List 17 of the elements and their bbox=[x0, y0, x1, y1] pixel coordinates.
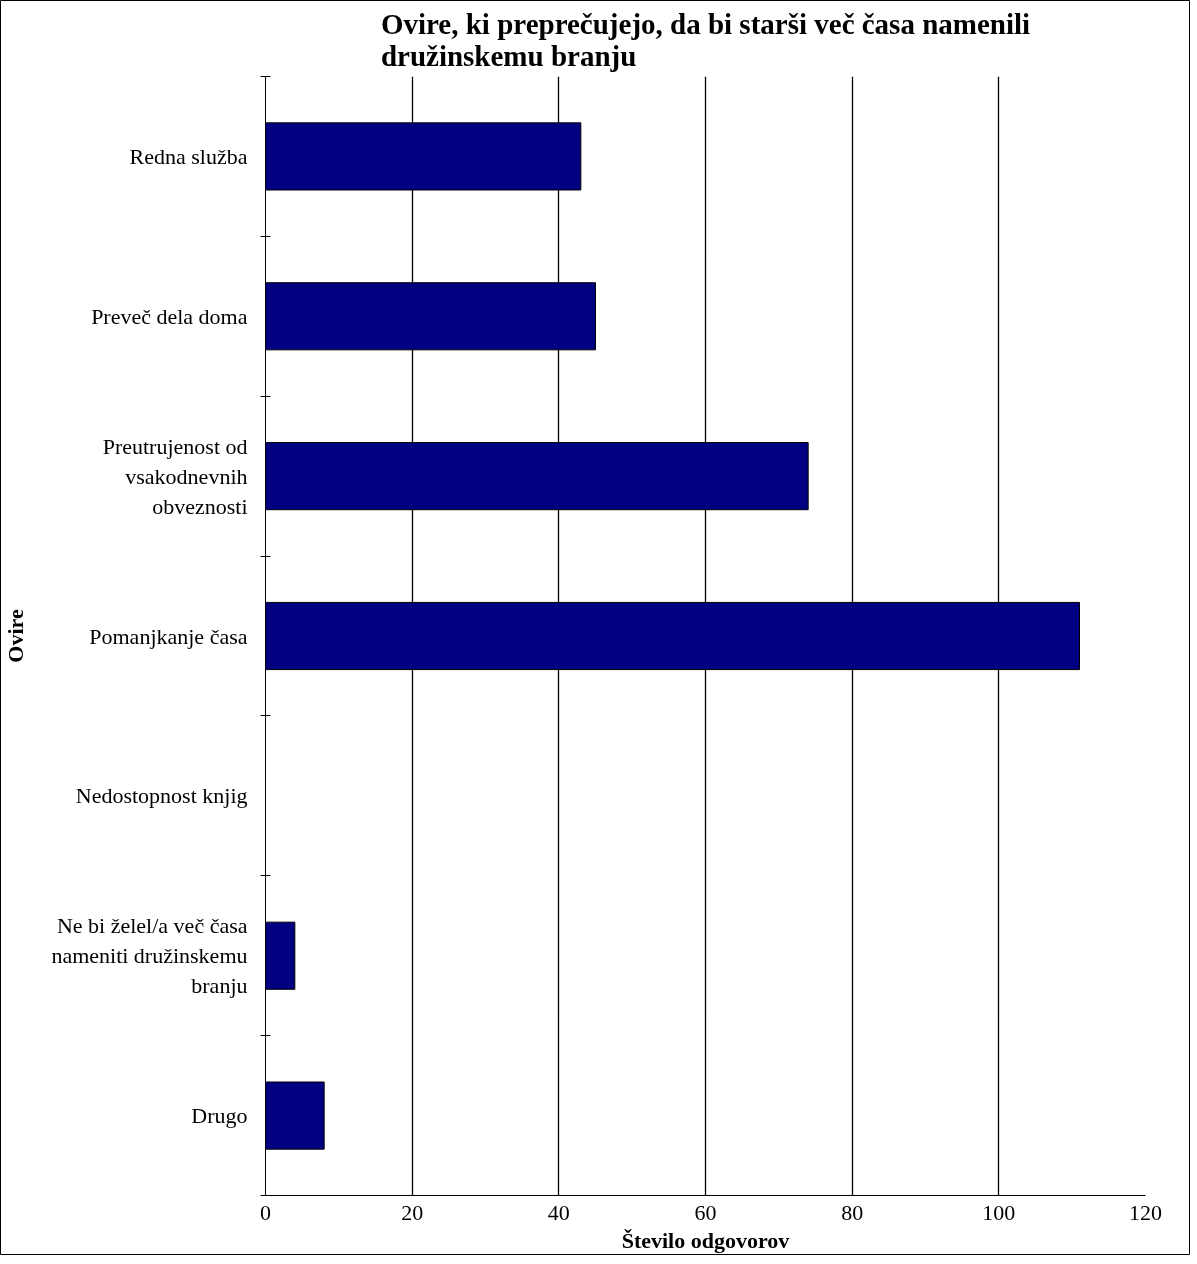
y-tick-label: Preveč dela doma bbox=[91, 303, 248, 329]
y-tick-label: Ne bi želel/a več časa nameniti družinskemu branju bbox=[51, 913, 248, 999]
y-tick-label: Nedostopnost knjig bbox=[75, 783, 248, 809]
y-tick-label: Pomanjkanje časa bbox=[89, 623, 248, 649]
x-tick-label: 80 bbox=[841, 1199, 864, 1225]
chart-title: Ovire, ki preprečujejo, da bi starši več časa namenili družinskemu branju bbox=[380, 7, 1031, 72]
y-axis-title: Ovire bbox=[3, 609, 29, 663]
y-tick-label: Preutrujenost od vsakodnevnih obveznosti bbox=[102, 433, 248, 519]
x-tick-label: 20 bbox=[401, 1199, 424, 1225]
x-tick-label: 0 bbox=[260, 1199, 271, 1225]
x-tick-label: 40 bbox=[547, 1199, 570, 1225]
x-tick-label: 100 bbox=[982, 1199, 1016, 1225]
y-tick-label: Redna služba bbox=[129, 143, 248, 169]
x-tick-label: 60 bbox=[694, 1199, 717, 1225]
x-axis-title: Število odgovorov bbox=[621, 1227, 790, 1253]
y-tick-label: Drugo bbox=[191, 1103, 248, 1129]
x-tick-label: 120 bbox=[1129, 1199, 1162, 1225]
